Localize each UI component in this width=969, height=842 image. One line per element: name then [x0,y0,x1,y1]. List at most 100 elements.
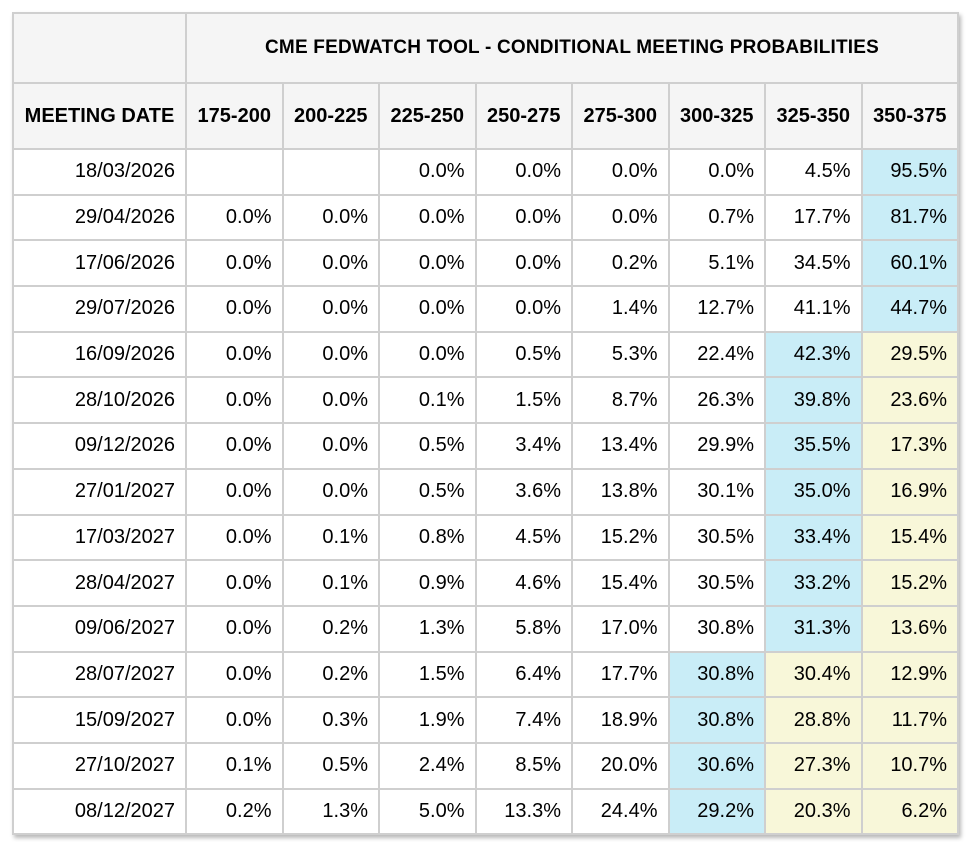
probability-cell: 3.6% [474,467,573,516]
probability-cell: 0.0% [474,239,573,288]
probability-cell: 0.0% [185,239,284,288]
probability-cell: 0.2% [281,604,380,653]
table-row: 29/07/2026 0.0% 0.0% 0.0% 0.0% 1.4% 12.7% 41.1%… [12,285,960,333]
probability-cell: 0.0% [185,285,284,333]
meeting-date-cell: 27/10/2027 [12,741,187,790]
probability-cell: 0.0% [185,559,284,607]
meeting-date-cell: 29/07/2026 [12,285,187,333]
probability-cell: 15.2% [860,559,960,607]
probability-cell: 30.4% [764,650,863,699]
probability-cell: 1.3% [378,604,477,653]
probability-cell: 44.7% [860,285,960,333]
meeting-date-cell: 09/06/2027 [12,604,187,653]
probability-cell: 0.0% [281,330,380,379]
column-header-row: MEETING DATE 175-200 200-225 225-250 250-275… [12,82,960,150]
probability-cell: 0.1% [281,559,380,607]
probability-cell: 0.0% [667,148,766,196]
meeting-date-cell: 28/07/2027 [12,650,187,699]
table-row: 15/09/2027 0.0% 0.3% 1.9% 7.4% 18.9% 30.8% 28.8… [12,696,960,744]
probability-cell: 1.5% [378,650,477,699]
probability-cell: 95.5% [860,148,960,196]
probability-cell: 0.0% [185,513,284,562]
probability-cell: 0.0% [185,696,284,744]
table-row: 27/01/2027 0.0% 0.0% 0.5% 3.6% 13.8% 30.1% 35.0… [12,467,960,516]
column-header-rate-250-275: 250-275 [474,82,573,150]
probability-cell: 2.4% [378,741,477,790]
column-header-rate-325-350: 325-350 [764,82,863,150]
probability-cell: 5.1% [667,239,766,288]
probability-cell: 35.0% [764,467,863,516]
probability-cell: 6.4% [474,650,573,699]
probability-cell: 0.0% [474,193,573,242]
probability-cell: 13.4% [571,422,670,470]
probability-cell: 10.7% [860,741,960,790]
probability-cell: 0.1% [281,513,380,562]
meeting-date-cell: 08/12/2027 [12,787,187,836]
meeting-date-cell: 28/04/2027 [12,559,187,607]
probability-cell: 23.6% [860,376,960,425]
probability-cell: 81.7% [860,193,960,242]
probability-cell: 0.0% [281,285,380,333]
probability-cell: 24.4% [571,787,670,836]
probability-cell: 29.2% [667,787,766,836]
probability-cell: 30.8% [667,604,766,653]
probability-cell: 15.4% [860,513,960,562]
probability-cell: 5.3% [571,330,670,379]
table-row: 17/06/2026 0.0% 0.0% 0.0% 0.0% 0.2% 5.1% 34.5% 6… [12,239,960,288]
probability-cell: 35.5% [764,422,863,470]
probability-cell: 7.4% [474,696,573,744]
probability-cell: 6.2% [860,787,960,836]
probability-cell: 0.0% [474,148,573,196]
probability-cell: 20.0% [571,741,670,790]
probability-cell: 4.5% [764,148,863,196]
probability-cell: 5.0% [378,787,477,836]
probability-cell: 5.8% [474,604,573,653]
probability-cell: 0.5% [474,330,573,379]
probability-cell [281,148,380,196]
meeting-date-cell: 28/10/2026 [12,376,187,425]
column-header-rate-350-375: 350-375 [860,82,960,150]
probability-cell: 1.9% [378,696,477,744]
probability-cell: 30.5% [667,513,766,562]
probability-cell: 1.5% [474,376,573,425]
probability-cell: 18.9% [571,696,670,744]
meeting-date-cell: 09/12/2026 [12,422,187,470]
column-header-rate-175-200: 175-200 [185,82,284,150]
probability-cell: 0.0% [185,422,284,470]
probability-cell: 0.5% [378,467,477,516]
probability-cell: 0.0% [185,330,284,379]
probability-cell: 22.4% [667,330,766,379]
probability-cell: 0.0% [281,467,380,516]
probability-cell: 4.6% [474,559,573,607]
probability-cell: 17.7% [571,650,670,699]
probability-cell: 60.1% [860,239,960,288]
probability-cell: 31.3% [764,604,863,653]
table-row: 08/12/2027 0.2% 1.3% 5.0% 13.3% 24.4% 29.2% 20.… [12,787,960,836]
column-header-rate-300-325: 300-325 [667,82,766,150]
probability-cell: 11.7% [860,696,960,744]
probability-cell: 0.7% [667,193,766,242]
probability-cell: 33.2% [764,559,863,607]
probability-cell: 13.3% [474,787,573,836]
probability-cell: 0.0% [281,376,380,425]
probability-cell: 0.9% [378,559,477,607]
table-title: CME FEDWATCH TOOL - CONDITIONAL MEETING … [184,12,960,84]
meeting-date-cell: 17/06/2026 [12,239,187,288]
probability-cell: 29.9% [667,422,766,470]
column-header-rate-225-250: 225-250 [378,82,477,150]
probability-cell: 0.2% [185,787,284,836]
meeting-date-cell: 29/04/2026 [12,193,187,242]
probability-cell: 30.5% [667,559,766,607]
probability-cell: 28.8% [764,696,863,744]
probability-cell: 0.0% [185,650,284,699]
probability-cell: 4.5% [474,513,573,562]
probability-cell: 1.4% [571,285,670,333]
probability-cell: 30.6% [667,741,766,790]
probability-cell: 0.0% [571,193,670,242]
probability-cell: 8.7% [571,376,670,425]
probability-cell: 0.0% [281,193,380,242]
table-row: 27/10/2027 0.1% 0.5% 2.4% 8.5% 20.0% 30.6% 27.3… [12,741,960,790]
title-row: CME FEDWATCH TOOL - CONDITIONAL MEETING … [12,12,960,84]
probability-cell: 0.0% [571,148,670,196]
